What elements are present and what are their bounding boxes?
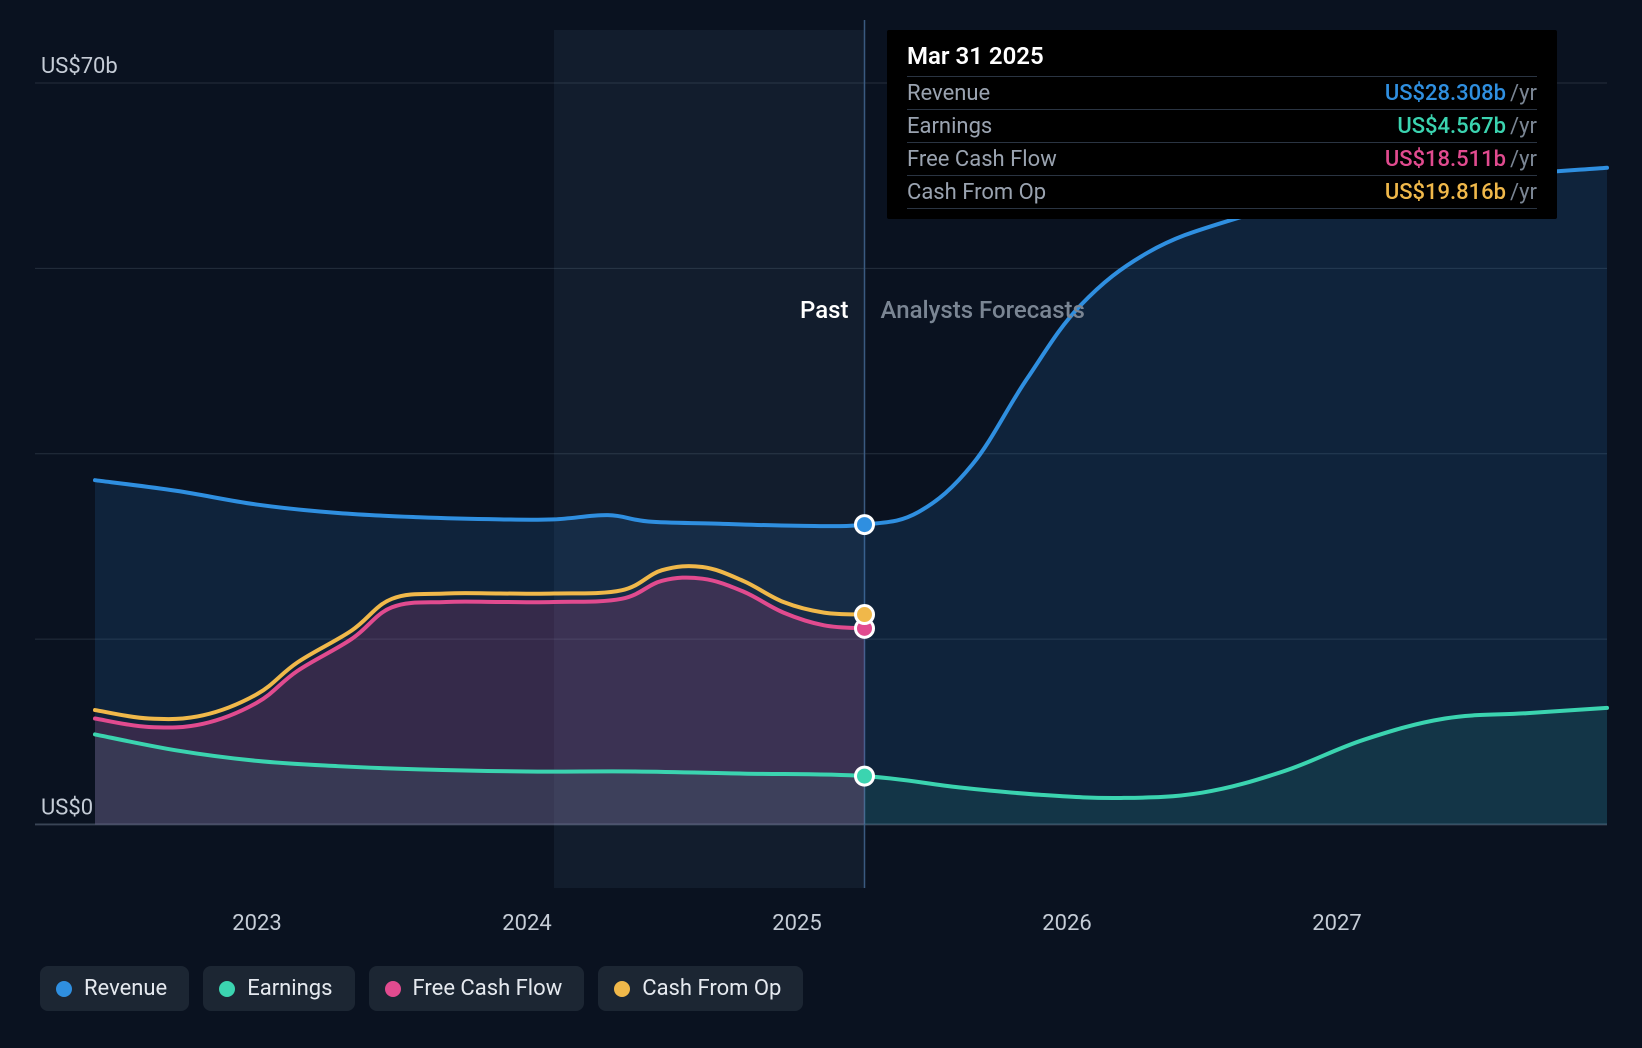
hover-tooltip: Mar 31 2025 Revenue US$28.308b/yr Earnings… — [887, 30, 1557, 219]
legend-item-cfo[interactable]: Cash From Op — [598, 966, 803, 1011]
tooltip-row-revenue: Revenue US$28.308b/yr — [907, 76, 1537, 109]
tooltip-label: Revenue — [907, 81, 990, 106]
y-tick-label: US$0 — [41, 795, 93, 820]
legend-label: Cash From Op — [642, 976, 781, 1001]
legend-label: Free Cash Flow — [413, 976, 563, 1001]
x-tick-label: 2025 — [772, 911, 821, 936]
x-tick-label: 2024 — [502, 911, 551, 936]
x-tick-label: 2023 — [232, 911, 281, 936]
tooltip-value: US$4.567b/yr — [1397, 114, 1537, 139]
series-marker-revenue — [856, 516, 874, 534]
tooltip-value: US$18.511b/yr — [1385, 147, 1537, 172]
legend-item-earnings[interactable]: Earnings — [203, 966, 354, 1011]
series-marker-cfo — [856, 606, 874, 624]
tooltip-label: Cash From Op — [907, 180, 1046, 205]
legend-item-revenue[interactable]: Revenue — [40, 966, 189, 1011]
tooltip-date: Mar 31 2025 — [907, 42, 1537, 76]
tooltip-value: US$28.308b/yr — [1385, 81, 1537, 106]
legend-dot-icon — [614, 981, 630, 997]
financial-chart: Past Analysts Forecasts US$0 US$70b 2023 2024… — [0, 0, 1642, 1048]
x-tick-label: 2026 — [1042, 911, 1091, 936]
series-marker-earnings — [856, 767, 874, 785]
legend-label: Earnings — [247, 976, 332, 1001]
tooltip-value: US$19.816b/yr — [1385, 180, 1537, 205]
tooltip-row-cfo: Cash From Op US$19.816b/yr — [907, 175, 1537, 209]
x-tick-label: 2027 — [1312, 911, 1361, 936]
region-label-past: Past — [800, 296, 848, 324]
chart-legend: Revenue Earnings Free Cash Flow Cash From O… — [40, 966, 803, 1011]
legend-dot-icon — [56, 981, 72, 997]
y-tick-label: US$70b — [41, 54, 118, 79]
tooltip-row-earnings: Earnings US$4.567b/yr — [907, 109, 1537, 142]
legend-item-fcf[interactable]: Free Cash Flow — [369, 966, 585, 1011]
tooltip-label: Earnings — [907, 114, 992, 139]
legend-label: Revenue — [84, 976, 167, 1001]
tooltip-row-fcf: Free Cash Flow US$18.511b/yr — [907, 142, 1537, 175]
legend-dot-icon — [219, 981, 235, 997]
legend-dot-icon — [385, 981, 401, 997]
region-label-forecast: Analysts Forecasts — [881, 296, 1085, 324]
tooltip-label: Free Cash Flow — [907, 147, 1057, 172]
